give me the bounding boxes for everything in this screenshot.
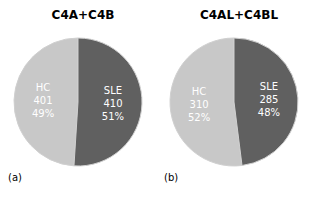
svg-text:48%: 48%	[258, 107, 280, 118]
svg-text:C4A+C4B: C4A+C4B	[52, 8, 115, 22]
svg-text:SLE: SLE	[260, 81, 278, 92]
svg-text:285: 285	[259, 94, 278, 105]
svg-text:HC: HC	[36, 82, 51, 93]
svg-text:SLE: SLE	[104, 85, 122, 96]
svg-text:410: 410	[103, 98, 122, 109]
svg-text:C4AL+C4BL: C4AL+C4BL	[200, 8, 278, 22]
svg-text:52%: 52%	[188, 112, 210, 123]
svg-text:49%: 49%	[32, 108, 54, 119]
svg-text:(b): (b)	[164, 172, 178, 183]
svg-text:51%: 51%	[102, 111, 124, 122]
svg-text:(a): (a)	[8, 172, 22, 183]
svg-text:310: 310	[190, 99, 209, 110]
svg-text:401: 401	[33, 95, 52, 106]
svg-text:HC: HC	[192, 86, 207, 97]
